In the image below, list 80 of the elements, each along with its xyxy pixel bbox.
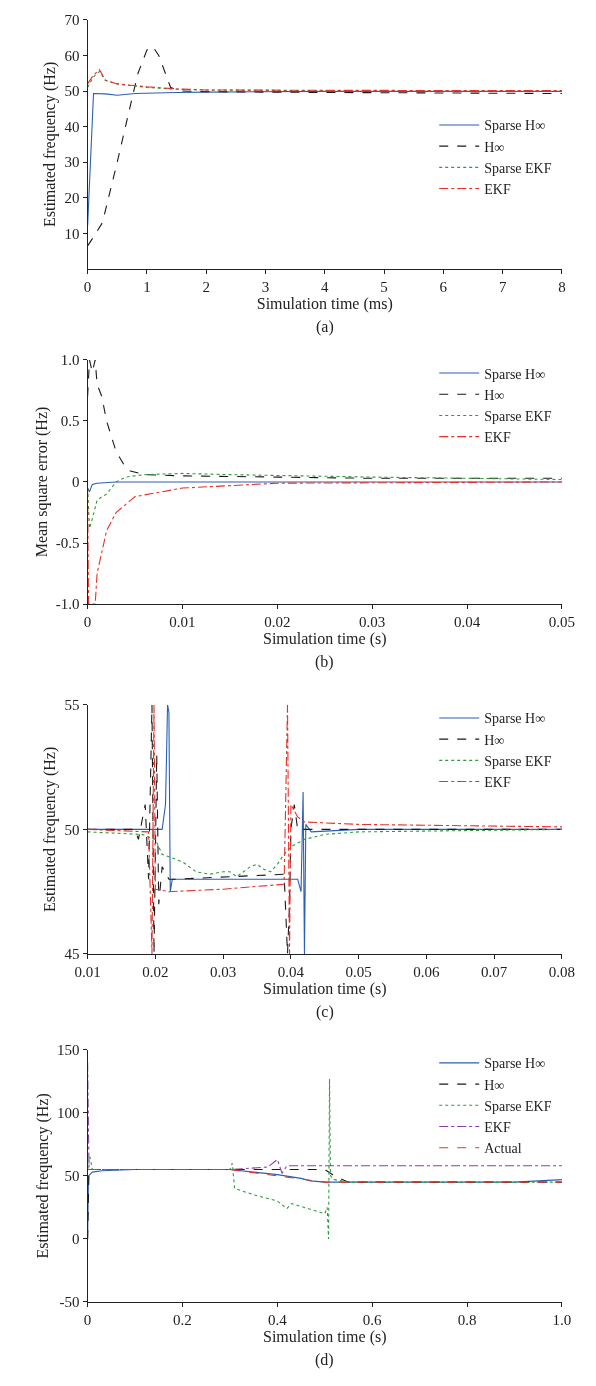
- x-axis-title: Simulation time (ms): [256, 294, 393, 313]
- x-tick-label: 0.08: [548, 963, 576, 980]
- x-tick-label: 0: [83, 278, 92, 295]
- x-tick-label: 0.04: [453, 614, 481, 631]
- x-tick-label: 0.04: [277, 963, 305, 980]
- y-axis-title: Estimated frequency (Hz): [34, 1093, 52, 1259]
- legend-label: Sparse EKF: [484, 1098, 552, 1114]
- x-axis-title: Simulation time (s): [263, 1327, 387, 1346]
- x-tick-label: 1: [143, 278, 151, 295]
- y-tick-label: -1.0: [55, 596, 80, 613]
- x-tick-label: 1.0: [552, 1311, 572, 1328]
- legend-label: Sparse EKF: [484, 160, 552, 176]
- y-axis-title: Estimated frequency (Hz): [41, 746, 60, 913]
- x-tick-label: 0.4: [267, 1311, 288, 1328]
- y-tick-label: 30: [64, 154, 80, 171]
- x-tick-label: 3: [261, 278, 270, 295]
- y-tick-label: 50: [64, 83, 80, 100]
- legend-label: EKF: [484, 1119, 511, 1135]
- x-tick-label: 0.03: [359, 614, 386, 631]
- x-tick-label: 0: [83, 614, 92, 631]
- x-tick-label: 0.8: [457, 1311, 477, 1328]
- y-tick-label: 20: [64, 190, 80, 207]
- y-tick-label: 50: [64, 821, 80, 838]
- y-tick-label: -0.5: [55, 535, 80, 552]
- y-tick-label: 0: [72, 474, 80, 491]
- x-tick-label: 0.2: [173, 1311, 192, 1328]
- legend-label: H∞: [484, 732, 505, 748]
- x-tick-label: 0.01: [169, 614, 196, 631]
- y-axis-title: Mean square error (Hz): [32, 406, 51, 558]
- y-tick-label: 55: [64, 697, 80, 714]
- y-tick-label: -50: [59, 1294, 80, 1311]
- legend-label: H∞: [484, 139, 505, 155]
- y-tick-label: 100: [57, 1105, 80, 1122]
- legend-label: Sparse H∞: [484, 1056, 546, 1072]
- x-tick-label: 0.6: [362, 1311, 383, 1328]
- line-series: [87, 472, 562, 529]
- x-axis-title: Simulation time (s): [263, 630, 387, 649]
- text: (c): [316, 1003, 334, 1021]
- legend-label: H∞: [484, 1077, 505, 1093]
- y-tick-label: 50: [64, 1168, 80, 1185]
- x-tick-label: 7: [498, 278, 507, 295]
- line-series: [87, 828, 562, 878]
- y-tick-label: 60: [64, 47, 80, 64]
- legend-label: EKF: [484, 775, 511, 791]
- text: (d): [315, 1351, 334, 1369]
- legend-label: Sparse H∞: [484, 366, 546, 382]
- x-tick-label: 5: [380, 278, 388, 295]
- x-tick-label: 0.01: [74, 963, 101, 980]
- y-axis-title: Estimated frequency (Hz): [41, 61, 60, 228]
- x-tick-label: 2: [202, 278, 210, 295]
- y-tick-label: 0: [72, 1231, 80, 1248]
- legend-label: Sparse EKF: [484, 408, 552, 424]
- x-tick-label: 0.02: [264, 614, 291, 631]
- x-tick-label: 0: [83, 1311, 92, 1328]
- legend-label: EKF: [484, 182, 511, 198]
- x-tick-label: 0.03: [210, 963, 237, 980]
- text: (a): [316, 318, 334, 336]
- x-tick-label: 6: [439, 278, 448, 295]
- x-tick-label: 0.06: [413, 963, 441, 980]
- x-tick-label: 0.07: [481, 963, 508, 980]
- legend-label: H∞: [484, 387, 505, 403]
- y-tick-label: 70: [64, 12, 80, 29]
- legend-label: Sparse H∞: [484, 118, 546, 134]
- x-tick-label: 0.05: [345, 963, 372, 980]
- y-tick-label: 0.5: [60, 413, 80, 430]
- legend-label: Sparse EKF: [484, 753, 552, 769]
- legend-label: Sparse H∞: [484, 711, 546, 727]
- x-tick-label: 8: [558, 278, 566, 295]
- y-tick-label: 45: [64, 946, 80, 963]
- x-tick-label: 0.02: [142, 963, 169, 980]
- x-axis-title: Simulation time (s): [263, 979, 387, 998]
- y-tick-label: 40: [64, 118, 80, 135]
- x-tick-label: 0.05: [548, 614, 576, 631]
- x-tick-label: 4: [321, 278, 330, 295]
- legend-label: EKF: [484, 430, 511, 446]
- y-tick-label: 10: [64, 225, 80, 242]
- text: (b): [315, 653, 334, 671]
- y-tick-label: 150: [57, 1042, 80, 1059]
- y-tick-label: 1.0: [60, 352, 80, 369]
- legend-label: Actual: [484, 1141, 522, 1157]
